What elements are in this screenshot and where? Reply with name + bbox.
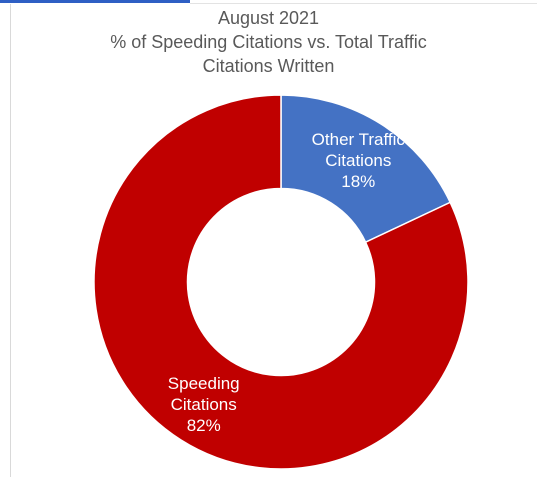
chart-title-line-1: August 2021 (217, 8, 320, 28)
slices-layer (93, 94, 469, 470)
slice-other-traffic-citations (280, 94, 452, 244)
chart-title-line-3: Citations Written (202, 56, 335, 76)
slice-label-line: Citations (325, 151, 391, 170)
labels-layer: Other Traffic Citations 18% Speeding Citatio… (168, 130, 406, 435)
chart-title: August 2021 % of Speeding Citations vs. … (0, 6, 537, 78)
slice-label-line: Speeding (168, 374, 240, 393)
slice-label-line: 82% (187, 416, 221, 435)
chart-title-line-2: % of Speeding Citations vs. Total Traffi… (110, 32, 427, 52)
slice-label-line: Citations (171, 395, 237, 414)
left-border-line (10, 4, 11, 477)
top-accent-bar (0, 0, 190, 3)
slice-label-line: 18% (341, 172, 375, 191)
slice-speeding-citations (93, 94, 469, 470)
slice-label-other-traffic-citations: Other Traffic Citations 18% (312, 130, 406, 191)
top-border-line (190, 3, 537, 4)
slice-label-speeding-citations: Speeding Citations 82% (168, 374, 240, 435)
slice-label-line: Other Traffic (312, 130, 406, 149)
